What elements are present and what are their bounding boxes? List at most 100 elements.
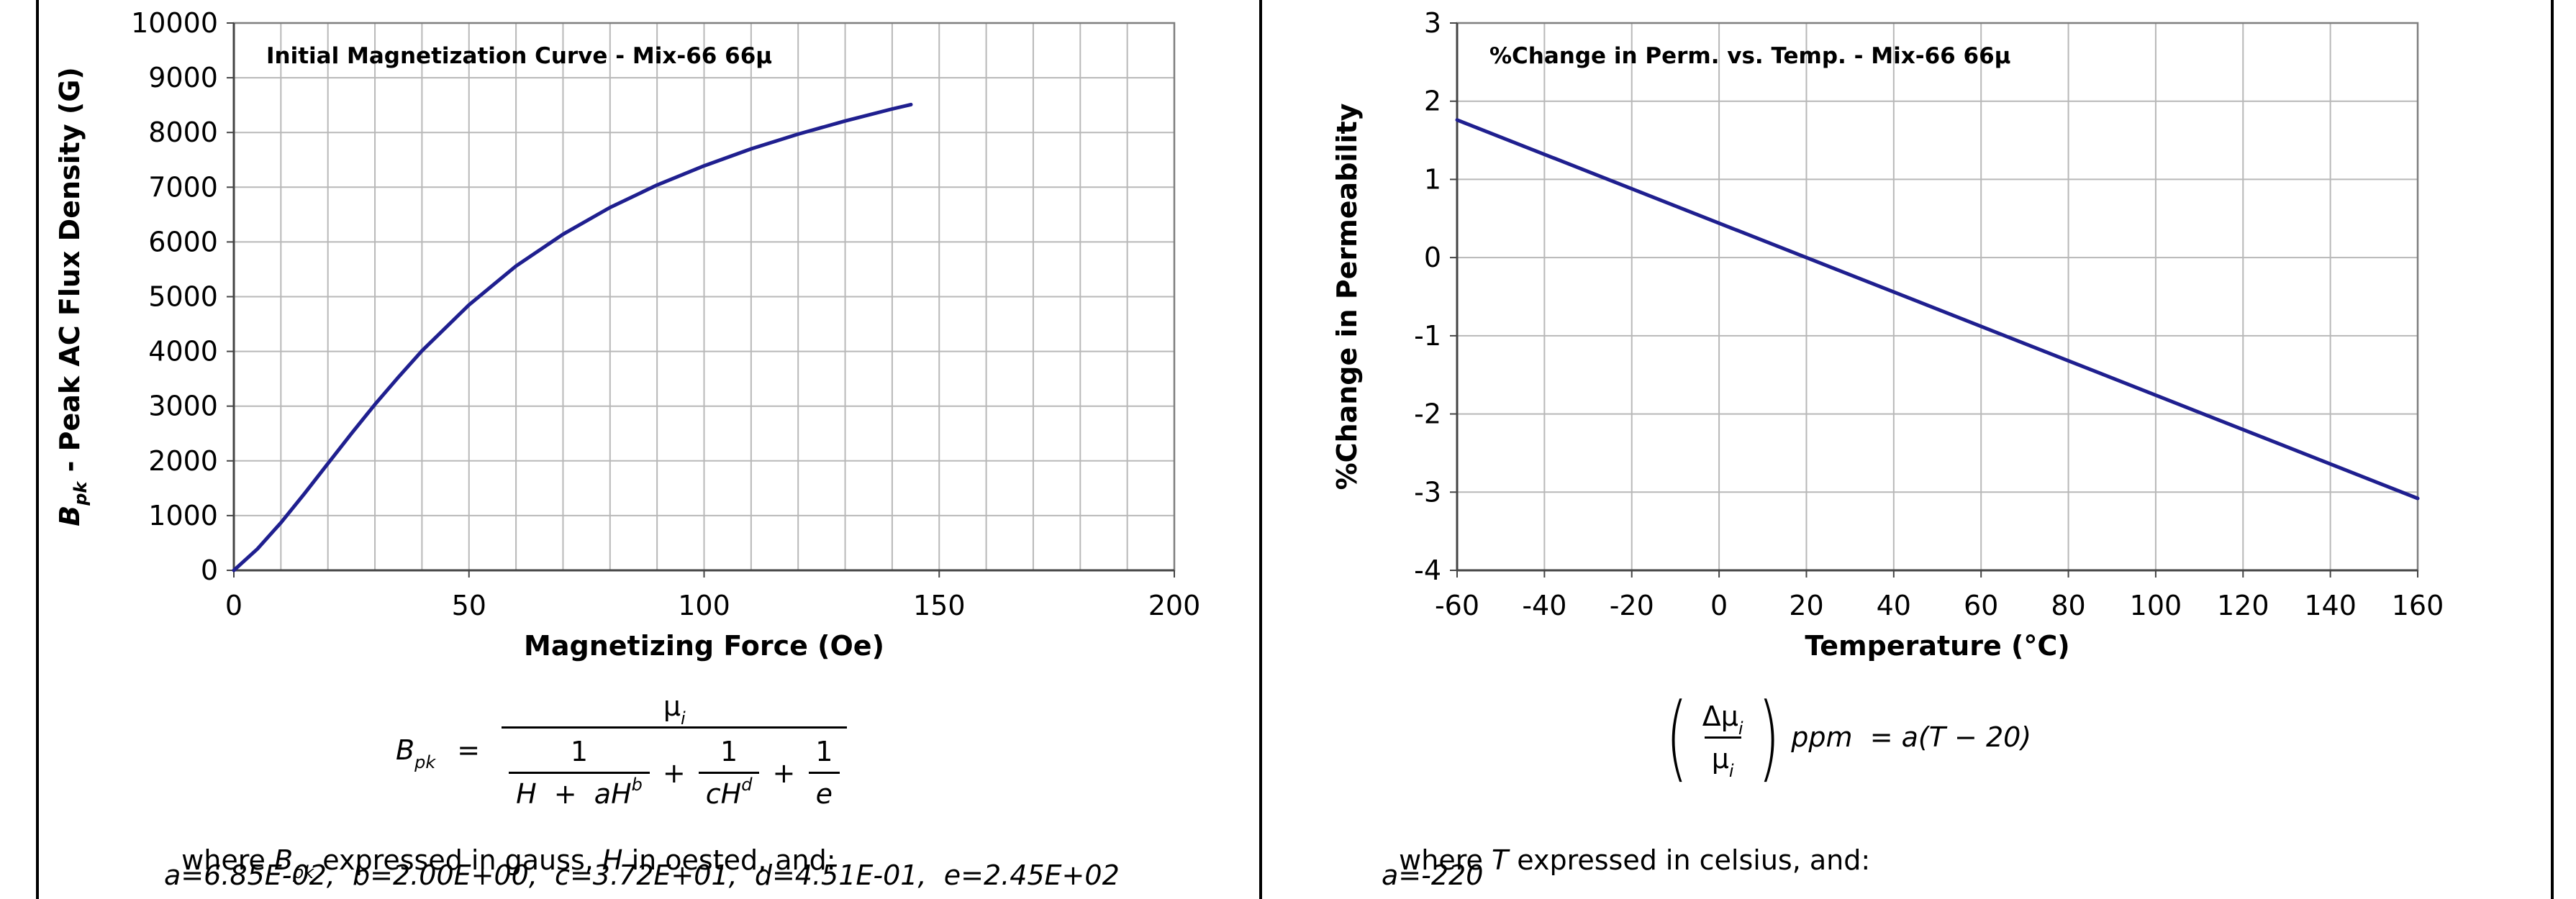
formula-lhs-subscript: pk <box>414 752 436 772</box>
where-symbol-h: H <box>602 844 623 876</box>
series-line <box>232 102 913 572</box>
formula-term2-num: 1 <box>720 736 738 767</box>
formula-term2-den: cHd <box>698 772 760 810</box>
y-tick-label: 1000 <box>148 500 218 531</box>
formula-numerator: µi <box>656 690 693 729</box>
chart-title: %Change in Perm. vs. Temp. - Mix-66 66µ <box>1489 43 2011 69</box>
formula-term2-exp: d <box>741 775 753 795</box>
y-tick-label: 2000 <box>148 445 218 477</box>
y-tick-label: -4 <box>1414 555 1441 586</box>
y-tick-label: -1 <box>1414 320 1441 352</box>
left-formula: Bpk = µi 1 H + aHb + 1 cHd + 1 e <box>396 690 848 810</box>
left-frame-border <box>36 0 39 899</box>
y-tick-label: 2 <box>1424 86 1441 117</box>
formula-mu: µ <box>663 690 681 722</box>
formula-lhs: Bpk <box>396 734 435 772</box>
x-tick-label: 160 <box>2392 590 2444 621</box>
x-tick-label: -60 <box>1435 590 1479 621</box>
series-line <box>1455 118 2420 501</box>
permeability-temperature-chart: -4 -3 -2 -1 0 1 2 3 -60 -40 -20 0 20 40 60 80 100 120 140 1… <box>1331 7 2444 662</box>
formula-term1: 1 H + aHb <box>509 736 650 810</box>
where-symbol-t: T <box>1491 844 1509 876</box>
x-tick-label: 100 <box>2130 590 2182 621</box>
right-where-text: where T expressed in celsius, and: <box>1382 813 1870 876</box>
formula-term3-num: 1 <box>815 736 833 767</box>
x-tick-label: 40 <box>1877 590 1911 621</box>
y-tick-label: 5000 <box>148 281 218 313</box>
where-prefix-right: where <box>1399 844 1492 876</box>
where-symbol-b-subscript: pk <box>293 862 314 882</box>
x-tick-label: 120 <box>2217 590 2269 621</box>
y-tick-label: 3 <box>1424 7 1441 39</box>
formula-open-paren: ( <box>1666 683 1688 792</box>
y-tick-label: 3000 <box>148 391 218 422</box>
y-tick-label: 0 <box>201 555 218 586</box>
x-tick-label: 100 <box>678 590 730 621</box>
x-tick-label: 20 <box>1789 590 1823 621</box>
y-tick-label: -3 <box>1414 476 1441 508</box>
y-axis-title: %Change in Permeability <box>1331 103 1363 490</box>
x-tick-label: 150 <box>913 590 966 621</box>
formula-lhs-symbol: B <box>396 734 415 766</box>
x-tick-label: 0 <box>225 590 242 621</box>
y-axis-title: Bpk - Peak AC Flux Density (G) <box>54 67 91 526</box>
formula-plus-1: + <box>662 757 686 789</box>
formula-equals: = <box>457 734 481 766</box>
x-axis-title: Magnetizing Force (Oe) <box>524 630 884 662</box>
formula-term2-den-text: cH <box>705 778 742 810</box>
left-where-text: where Bpk expressed in gauss, H in oeste… <box>164 813 836 882</box>
formula-delta-fraction: Δµi µi <box>1695 700 1751 781</box>
where-oested-text: in oested, and: <box>622 844 836 876</box>
y-tick-label: 6000 <box>148 226 218 257</box>
formula-delta-den: µi <box>1704 736 1741 781</box>
right-formula: ( Δµi µi ) ppm = a(T − 20) <box>1659 690 2031 784</box>
x-tick-label: 50 <box>452 590 486 621</box>
where-gauss-text: expressed in gauss, <box>314 844 602 876</box>
formula-term3-den: e <box>808 772 840 810</box>
plot-area <box>1457 23 2418 570</box>
where-celsius-text: expressed in celsius, and: <box>1508 844 1871 876</box>
formula-rhs: ppm = a(T − 20) <box>1791 721 2032 753</box>
x-tick-label: 60 <box>1964 590 1998 621</box>
x-tick-label: 200 <box>1148 590 1201 621</box>
x-tick-label: -40 <box>1522 590 1566 621</box>
where-prefix: where <box>181 844 274 876</box>
x-tick-label: 80 <box>2051 590 2085 621</box>
formula-delta-num: Δµi <box>1695 700 1751 739</box>
formula-term1-exp: b <box>631 775 643 795</box>
formula-term1-den: H + aHb <box>509 772 650 810</box>
right-frame-border <box>2551 0 2554 899</box>
formula-term1-num: 1 <box>570 736 589 767</box>
y-axis-title-symbol: B <box>54 506 86 526</box>
formula-mu-subscript: i <box>681 708 686 729</box>
formula-term1-den-text: H + aH <box>516 778 632 810</box>
y-tick-label: 10000 <box>131 7 218 39</box>
y-tick-label: 8000 <box>148 117 218 148</box>
formula-mu-den-subscript: i <box>1728 760 1734 781</box>
y-axis-title-text: - Peak AC Flux Density (G) <box>54 67 86 481</box>
formula-plus-2: + <box>772 757 796 789</box>
magnetization-chart: 0100020003000400050006000700080009000100… <box>54 7 1200 662</box>
formula-close-paren: ) <box>1757 683 1780 792</box>
formula-term3: 1 e <box>808 736 840 810</box>
formula-delta-mu: Δµ <box>1702 700 1738 732</box>
formula-main-fraction: µi 1 H + aHb + 1 cHd + 1 e <box>502 690 848 810</box>
formula-denominator: 1 H + aHb + 1 cHd + 1 e <box>502 726 848 810</box>
y-tick-label: 9000 <box>148 62 218 93</box>
y-tick-label: 1 <box>1424 163 1441 195</box>
x-tick-label: 0 <box>1710 590 1728 621</box>
y-tick-label: 7000 <box>148 171 218 203</box>
formula-term2: 1 cHd <box>698 736 760 810</box>
x-axis-title: Temperature (°C) <box>1805 630 2069 662</box>
formula-mu-den: µ <box>1711 742 1729 775</box>
y-axis-title-subscript: pk <box>71 480 91 506</box>
center-divider <box>1259 0 1262 899</box>
x-tick-label: 140 <box>2304 590 2357 621</box>
right-coefficients: a=-220 <box>1382 859 1484 891</box>
left-coefficients: a=6.85E-02, b=2.00E+00, c=3.72E+01, d=4.… <box>164 859 1120 891</box>
y-tick-label: 0 <box>1424 242 1441 273</box>
y-tick-label: -2 <box>1414 398 1441 430</box>
formula-delta-mu-subscript: i <box>1738 718 1743 739</box>
where-symbol-b: B <box>273 844 294 876</box>
